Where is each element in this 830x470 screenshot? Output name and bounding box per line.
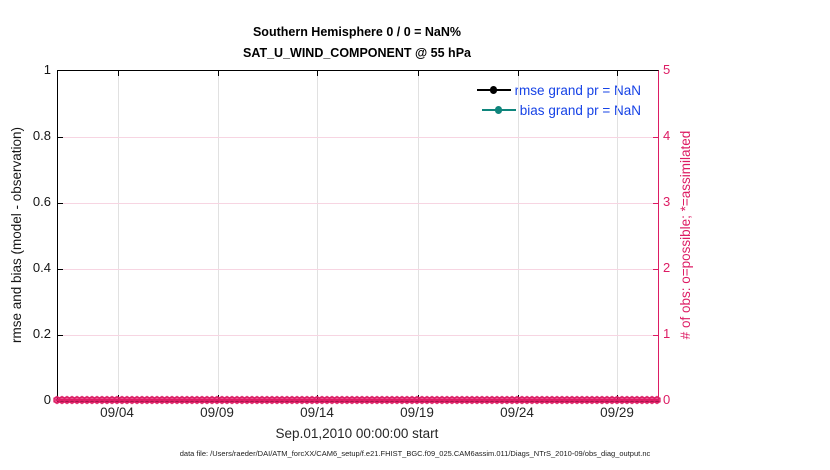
y-tick-label-left: 0.4 — [32, 260, 51, 275]
assimilated-obs-markers — [53, 395, 661, 405]
obs-marker-band — [53, 395, 661, 405]
y-tick-label-right: 2 — [663, 260, 671, 275]
grid-line-vertical — [117, 71, 119, 401]
axis-tick-top — [417, 71, 419, 76]
axis-tick-top — [117, 71, 119, 76]
grid-line-horizontal — [58, 136, 658, 138]
legend-line-marker-icon — [481, 103, 516, 117]
axis-tick-left — [58, 136, 63, 138]
y-tick-label-right: 4 — [663, 128, 671, 143]
y-tick-label-right: 5 — [663, 62, 671, 77]
axis-tick-right — [653, 268, 658, 270]
y-tick-label-right: 0 — [663, 392, 671, 407]
x-tick-label: 09/24 — [500, 405, 534, 420]
footer-datafile: data file: /Users/raeder/DAI/ATM_forcXX/… — [179, 449, 651, 458]
y-axis-label-left: rmse and bias (model - observation) — [9, 126, 24, 344]
y-tick-label-left: 0 — [43, 392, 51, 407]
axis-tick-bottom — [617, 395, 619, 401]
legend: rmse grand pr = NaN bias grand pr = NaN — [476, 80, 641, 120]
axis-tick-bottom — [217, 395, 219, 401]
plot-area: rmse grand pr = NaN bias grand pr = NaN — [57, 70, 659, 402]
grid-line-horizontal — [58, 268, 658, 270]
axis-tick-top — [617, 71, 619, 76]
chart-title-block: Southern Hemisphere 0 / 0 = NaN% SAT_U_W… — [57, 22, 657, 64]
grid-line-horizontal — [58, 334, 658, 336]
grid-line-horizontal — [58, 202, 658, 204]
y-tick-label-right: 1 — [663, 326, 671, 341]
grid-line-vertical — [517, 71, 519, 401]
axis-tick-bottom — [517, 395, 519, 401]
chart-subtitle: SAT_U_WIND_COMPONENT @ 55 hPa — [243, 46, 471, 60]
y-tick-label-right: 3 — [663, 194, 671, 209]
grid-line-vertical — [417, 71, 419, 401]
x-tick-label: 09/14 — [300, 405, 334, 420]
axis-tick-bottom — [417, 395, 419, 401]
y-tick-label-left: 0.6 — [32, 194, 51, 209]
legend-item: bias grand pr = NaN — [477, 100, 641, 120]
axis-tick-top — [317, 71, 319, 76]
y-tick-label-left: 1 — [43, 62, 51, 77]
axis-tick-top — [217, 71, 219, 76]
x-tick-label: 09/19 — [400, 405, 434, 420]
legend-label: bias grand pr = NaN — [519, 102, 641, 118]
y-axis-label-right: # of obs: o=possible; *=assimilated — [678, 130, 693, 340]
x-tick-label: 09/29 — [600, 405, 634, 420]
possible-obs-markers — [53, 396, 661, 404]
axis-tick-left — [58, 268, 63, 270]
axis-tick-right — [653, 202, 658, 204]
y-tick-label-left: 0.2 — [32, 326, 51, 341]
legend-line-marker-icon — [476, 83, 511, 97]
axis-tick-right — [653, 136, 658, 138]
chart-title: Southern Hemisphere 0 / 0 = NaN% — [252, 25, 462, 39]
axis-tick-right — [653, 334, 658, 336]
axis-tick-bottom — [117, 395, 119, 401]
y-tick-label-left: 0.8 — [32, 128, 51, 143]
grid-line-vertical — [317, 71, 319, 401]
grid-line-vertical — [217, 71, 219, 401]
axis-tick-bottom — [317, 395, 319, 401]
axis-tick-left — [58, 334, 63, 336]
legend-label: rmse grand pr = NaN — [514, 82, 641, 98]
axis-tick-left — [58, 202, 63, 204]
x-tick-label: 09/04 — [100, 405, 134, 420]
axis-tick-top — [517, 71, 519, 76]
grid-line-vertical — [617, 71, 619, 401]
legend-item: rmse grand pr = NaN — [476, 80, 641, 100]
x-axis-label: Sep.01,2010 00:00:00 start — [275, 426, 439, 441]
x-tick-label: 09/09 — [200, 405, 234, 420]
